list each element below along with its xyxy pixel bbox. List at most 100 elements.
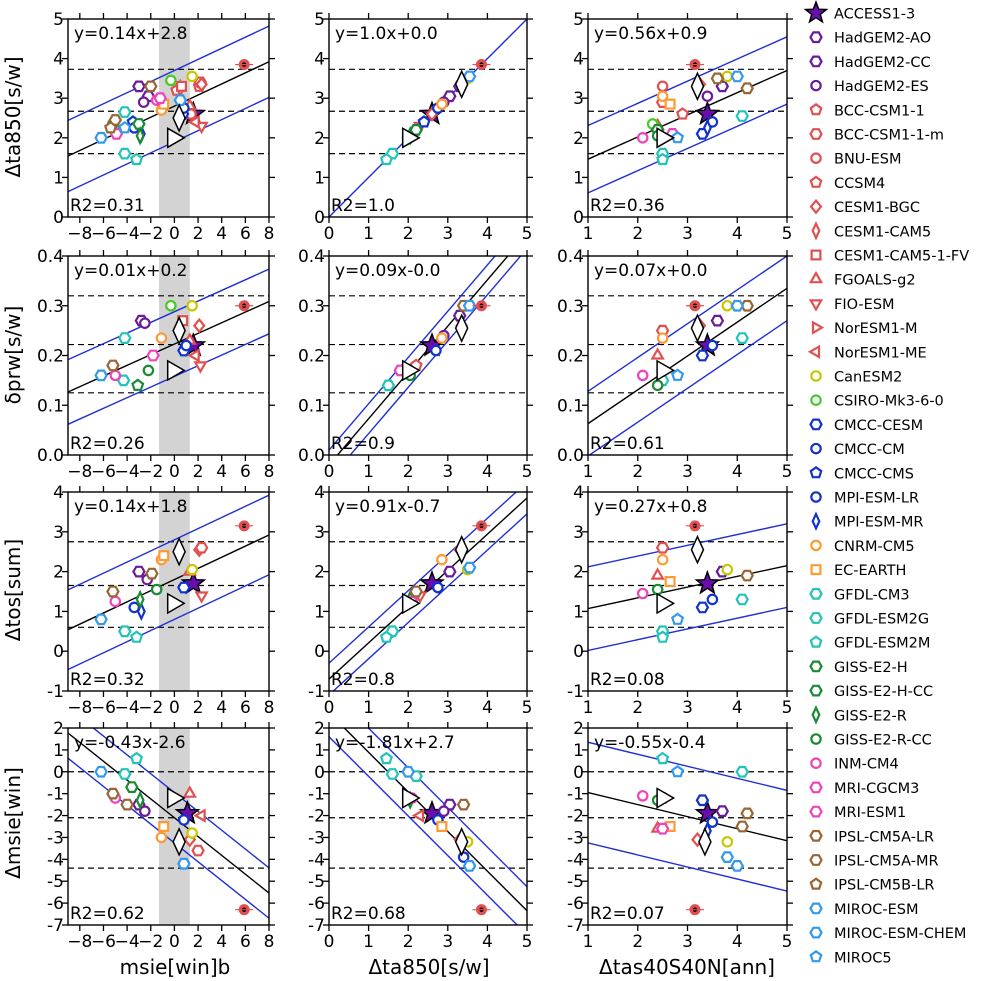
x-tick-label: 0 bbox=[324, 698, 335, 718]
x-tick-label: 5 bbox=[522, 462, 533, 482]
panel-frame bbox=[328, 727, 528, 926]
data-point-15 bbox=[186, 70, 198, 83]
x-tick-label: −2 bbox=[138, 698, 163, 718]
y-tick-label: 0.3 bbox=[298, 297, 325, 317]
x-tick-label: −6 bbox=[91, 462, 116, 482]
upper-prediction-line bbox=[68, 25, 269, 122]
panel-r4-c1: −8−6−4−2 0 2 4 6 8-7-6-5-4-3-2-1012y=-0.43x-2… bbox=[47, 719, 275, 952]
y-tick-label: 4 bbox=[573, 50, 584, 70]
legend-label: GFDL-CM3 bbox=[834, 587, 910, 603]
x-tick-label: 5 bbox=[782, 932, 793, 952]
data-point-8 bbox=[194, 591, 209, 604]
legend-marker bbox=[810, 733, 822, 745]
r-squared-label: R2=1.0 bbox=[331, 196, 395, 216]
data-point-16 bbox=[401, 765, 415, 778]
data-point-17 bbox=[150, 583, 163, 596]
data-point-19 bbox=[656, 359, 676, 382]
lower-prediction-line bbox=[588, 606, 787, 652]
legend-marker bbox=[810, 370, 822, 382]
data-point-23 bbox=[166, 787, 186, 809]
panel-r4-c2: 0 1 2 3 4 5-7-6-5-4-3-2-1012y=-1.81x+2.7R2=0.… bbox=[308, 719, 533, 952]
y-tick-label: 3 bbox=[573, 523, 584, 543]
x-tick-label: 2 bbox=[632, 224, 643, 244]
data-point-20 bbox=[730, 860, 745, 872]
data-point-5 bbox=[194, 541, 209, 554]
x-tick-label: −4 bbox=[115, 462, 140, 482]
data-point-9 bbox=[379, 630, 393, 643]
data-point-34 bbox=[108, 114, 123, 126]
data-point-15 bbox=[655, 822, 670, 835]
data-point-15 bbox=[135, 790, 145, 811]
x-tick-label: −2 bbox=[138, 932, 163, 952]
legend-item: GFDL-CM3 bbox=[809, 587, 910, 603]
legend-marker bbox=[809, 465, 823, 479]
data-point-3 bbox=[655, 541, 670, 554]
x-tick-label: 1 bbox=[363, 698, 374, 718]
data-point-19 bbox=[454, 827, 469, 857]
regression-line bbox=[588, 791, 787, 842]
data-point-7 bbox=[182, 785, 197, 798]
x-tick-label: 5 bbox=[782, 224, 793, 244]
legend-item: MPI-ESM-LR bbox=[810, 491, 919, 507]
legend-marker bbox=[809, 854, 823, 866]
x-tick-label: 4 bbox=[216, 698, 227, 718]
data-point-2 bbox=[132, 565, 146, 578]
data-point-19 bbox=[656, 592, 676, 615]
legend-item: INM-CM4 bbox=[810, 757, 899, 773]
data-point-7 bbox=[695, 794, 710, 807]
data-point-12 bbox=[735, 765, 749, 778]
data-point-19 bbox=[720, 851, 735, 863]
upper-prediction-line bbox=[92, 728, 269, 869]
legend-item: BNU-ESM bbox=[810, 152, 902, 168]
y-tick-label: 2 bbox=[53, 719, 64, 739]
y-tick-label: -1 bbox=[567, 682, 584, 702]
x-tick-label: −4 bbox=[115, 224, 140, 244]
legend-label: FGOALS-g2 bbox=[834, 273, 916, 289]
x-tick-label: 5 bbox=[522, 698, 533, 718]
legend-item: GFDL-ESM2G bbox=[809, 612, 929, 628]
r-squared-label: R2=0.8 bbox=[331, 670, 395, 690]
x-tick-label: 2 bbox=[632, 698, 643, 718]
y-tick-label: 3 bbox=[314, 89, 325, 109]
x-tick-label: 3 bbox=[442, 932, 453, 952]
legend-marker bbox=[809, 102, 823, 116]
legend-item: CanESM2 bbox=[810, 370, 902, 386]
x-tick-label: 2 bbox=[632, 932, 643, 952]
panel-frame bbox=[328, 18, 528, 218]
r-squared-label: R2=0.08 bbox=[590, 670, 665, 690]
x-tick-label: 4 bbox=[482, 462, 493, 482]
data-point-4 bbox=[137, 96, 150, 108]
legend-marker bbox=[810, 442, 822, 455]
upper-prediction-line bbox=[588, 36, 787, 127]
data-point-29 bbox=[656, 127, 676, 149]
data-point-16 bbox=[740, 807, 754, 820]
plot-area bbox=[68, 492, 269, 691]
plot-area bbox=[588, 520, 787, 652]
data-point-8 bbox=[436, 332, 448, 344]
legend-marker bbox=[810, 79, 822, 92]
y-tick-label: 0.3 bbox=[557, 297, 584, 317]
x-tick-label: 3 bbox=[442, 462, 453, 482]
legend-item: MRI-CGCM3 bbox=[809, 781, 919, 797]
legend-item: IPSL-CM5B-LR bbox=[809, 877, 934, 894]
data-point-18 bbox=[120, 798, 134, 811]
legend-label: GFDL-ESM2G bbox=[834, 612, 929, 628]
legend-marker bbox=[811, 320, 825, 335]
data-point-23 bbox=[656, 787, 676, 809]
x-tick-label: 0 bbox=[324, 224, 335, 244]
y-tick-label: -4 bbox=[308, 850, 325, 870]
y-tick-label: 0.4 bbox=[37, 247, 64, 267]
data-point-7 bbox=[695, 349, 710, 362]
data-point-6 bbox=[193, 808, 206, 823]
data-point-12 bbox=[409, 585, 423, 598]
y-axis-label-row-4: Δmsie[win] bbox=[1, 767, 25, 879]
data-point-24 bbox=[118, 106, 132, 118]
data-point-11 bbox=[379, 751, 393, 765]
panel-frame bbox=[587, 727, 788, 926]
legend-item: CSIRO-Mk3-6-0 bbox=[810, 394, 944, 410]
data-point-36 bbox=[104, 121, 118, 134]
legend-item: GISS-E2-R bbox=[811, 705, 907, 725]
data-point-18 bbox=[690, 313, 705, 343]
x-tick-label: 8 bbox=[264, 932, 275, 952]
